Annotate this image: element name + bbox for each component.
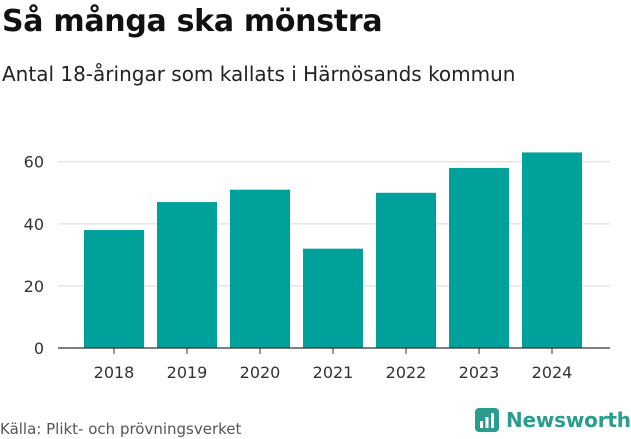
bar-2022: [376, 192, 436, 348]
x-tick-label: 2021: [313, 363, 354, 382]
y-tick-label: 60: [24, 153, 44, 172]
x-tick-label: 2018: [94, 363, 135, 382]
y-tick-label: 20: [24, 277, 44, 296]
brand-name: Newsworthy: [506, 408, 631, 432]
bar-2018: [84, 230, 144, 348]
source-note: Källa: Plikt- och prövningsverket: [0, 420, 242, 438]
chart-title: Så många ska mönstra: [2, 4, 383, 39]
y-tick-label: 40: [24, 215, 44, 234]
bar-chart: 0 20 40 60 2018 2019 2020 2021 2022 2023 2024: [24, 152, 610, 382]
bar-2019: [157, 202, 217, 348]
bar-2024: [522, 152, 582, 348]
chart-subtitle: Antal 18-åringar som kallats i Härnösand…: [2, 62, 516, 86]
bar-2021: [303, 248, 363, 348]
x-tick-label: 2020: [240, 363, 281, 382]
y-tick-label: 0: [34, 339, 44, 358]
x-tick-label: 2019: [167, 363, 208, 382]
x-tick-label: 2023: [459, 363, 500, 382]
bar-2020: [230, 189, 290, 348]
x-tick-label: 2022: [386, 363, 427, 382]
brand-logo: Newsworthy: [474, 407, 631, 433]
x-tick-label: 2024: [532, 363, 573, 382]
newsworthy-logo-icon: [475, 408, 499, 432]
bar-2023: [449, 167, 509, 348]
